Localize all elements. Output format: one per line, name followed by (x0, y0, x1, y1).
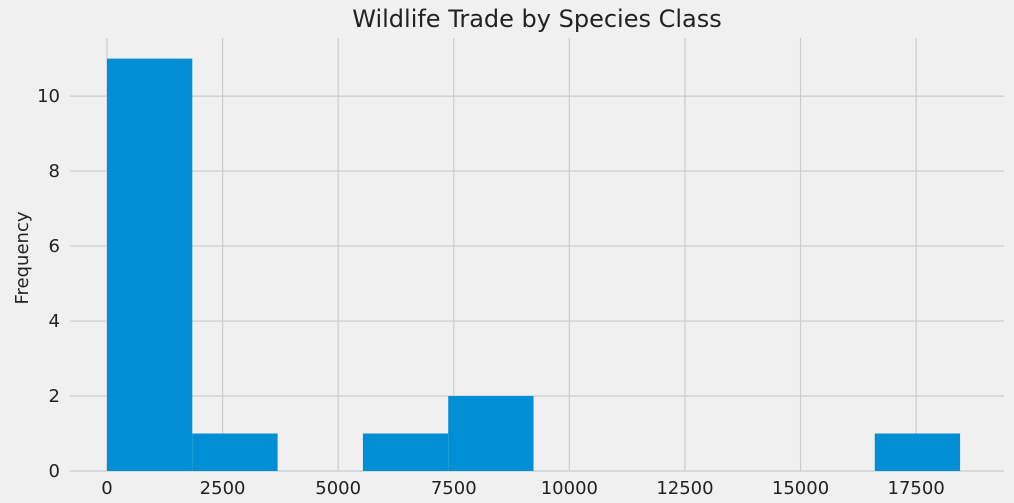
histogram-bar (362, 433, 449, 471)
y-tick-label: 2 (49, 386, 60, 407)
x-tick-label: 10000 (541, 478, 598, 499)
histogram-bar (106, 58, 193, 471)
histogram-bar (874, 433, 961, 471)
x-axis-ticks: 0 2500 5000 7500 10000 12500 15000 17500 (101, 478, 945, 499)
y-tick-label: 0 (49, 461, 60, 482)
x-tick-label: 12500 (656, 478, 713, 499)
x-tick-label: 5000 (315, 478, 361, 499)
bars (106, 58, 961, 471)
y-tick-label: 4 (49, 311, 60, 332)
x-tick-label: 15000 (772, 478, 829, 499)
y-axis-label: Frequency (12, 211, 33, 304)
x-tick-label: 0 (101, 478, 112, 499)
x-tick-label: 17500 (888, 478, 945, 499)
histogram-bar (192, 433, 278, 471)
x-tick-label: 7500 (431, 478, 477, 499)
y-axis-ticks: 0 2 4 6 8 10 (37, 86, 60, 482)
y-tick-label: 8 (49, 161, 60, 182)
y-tick-label: 10 (37, 86, 60, 107)
y-tick-label: 6 (49, 236, 60, 257)
x-tick-label: 2500 (200, 478, 246, 499)
histogram-bar (448, 396, 534, 471)
chart-title: Wildlife Trade by Species Class (352, 5, 722, 33)
